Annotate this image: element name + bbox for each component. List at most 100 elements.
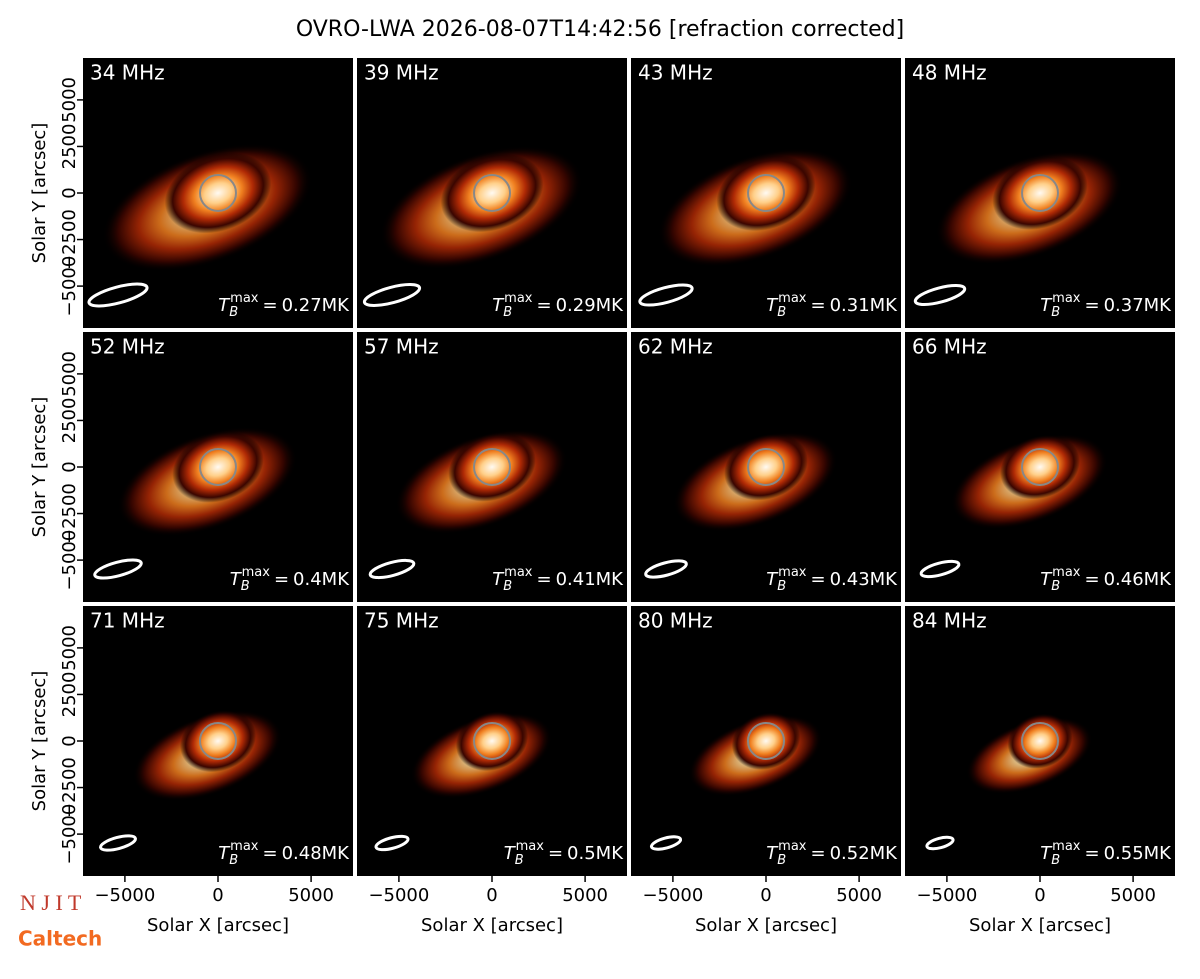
tb-symbol: T [492,569,505,590]
solar-disk [747,174,785,212]
tb-max-label: TBmax = 0.5MK [504,839,625,868]
tb-value: 0.46MK [1104,569,1173,590]
y-tick-label: 0 [59,735,80,746]
beam [919,559,961,579]
panel: 48 MHz TBmax = 0.37MK [905,58,1175,328]
tb-max-label: TBmax = 0.41MK [492,565,624,594]
frequency-label: 57 MHz [364,335,439,359]
y-tick-label: 5000 [59,625,80,671]
tb-superscript: max [778,839,807,854]
y-tick-label: 5000 [59,351,80,397]
tb-value: 0.52MK [830,843,899,864]
tb-max-label: TBmax = 0.46MK [1040,565,1172,594]
beam [913,283,967,307]
solar-disk [747,722,785,760]
tb-symbol: T [218,295,231,316]
panel: 62 MHz TBmax = 0.43MK [631,332,901,602]
title: OVRO-LWA 2026-08-07T14:42:56 [refraction… [296,17,904,42]
tb-value: 0.27MK [282,295,351,316]
tb-subscript: B [503,579,512,594]
beam [374,834,410,852]
x-tick-label: 5000 [836,885,882,906]
tb-equals: = [1084,569,1099,590]
tb-symbol: T [1040,569,1053,590]
tb-symbol: T [766,295,779,316]
y-tick-label: 2500 [59,398,80,444]
tb-superscript: max [230,291,259,306]
tb-subscript: B [229,305,238,320]
solar-disk [199,722,237,760]
y-axis-label: Solar Y [arcsec] [29,671,50,812]
x-axis-label: Solar X [arcsec] [421,915,563,936]
emission-core [724,433,808,501]
tb-equals: = [536,569,551,590]
tb-symbol: T [230,569,243,590]
solar-disk [1021,722,1059,760]
beam [649,835,683,851]
solar-disk [473,174,511,212]
y-tick-label: −5000 [59,530,80,591]
tb-max-label: TBmax = 0.4MK [230,565,351,594]
emission-core [164,152,272,234]
panel: 34 MHz TBmax = 0.27MK [83,58,353,328]
frequency-label: 39 MHz [364,61,439,85]
frequency-label: 66 MHz [912,335,987,359]
logo: N J I T [20,890,82,915]
solar-disk [199,448,237,486]
y-tick-label: 0 [59,187,80,198]
emission-core [172,431,264,503]
tb-equals: = [262,295,277,316]
y-axis-label: Solar Y [arcsec] [29,397,50,538]
beam [925,835,955,851]
solar-disk [473,448,511,486]
tb-subscript: B [241,579,250,594]
tb-value: 0.43MK [830,569,899,590]
tb-subscript: B [777,853,786,868]
tb-value: 0.31MK [830,295,899,316]
x-tick-label: 5000 [288,885,334,906]
tb-symbol: T [1040,843,1053,864]
tb-value: 0.37MK [1104,295,1173,316]
tb-subscript: B [777,579,786,594]
panel: 80 MHz TBmax = 0.52MK [631,606,901,876]
frequency-label: 52 MHz [90,335,165,359]
tb-max-label: TBmax = 0.27MK [218,291,350,320]
tb-superscript: max [504,565,533,580]
tb-superscript: max [242,565,271,580]
tb-subscript: B [503,305,512,320]
beam [644,559,688,579]
tb-equals: = [262,843,277,864]
tb-superscript: max [778,291,807,306]
y-tick-label: −2500 [59,757,80,818]
frequency-label: 71 MHz [90,609,165,633]
frequency-label: 48 MHz [912,61,987,85]
emission-core [448,432,536,502]
tb-superscript: max [516,839,545,854]
emission-core [1000,434,1080,500]
beam [638,283,694,307]
tb-max-label: TBmax = 0.31MK [766,291,898,320]
frequency-label: 84 MHz [912,609,987,633]
x-tick-label: 0 [212,885,223,906]
frequency-label: 43 MHz [638,61,713,85]
beam [87,282,149,308]
tb-subscript: B [777,305,786,320]
x-tick-label: 5000 [1110,885,1156,906]
tb-subscript: B [1051,305,1060,320]
tb-equals: = [1084,843,1099,864]
x-tick-label: −5000 [94,885,155,906]
tb-superscript: max [230,839,259,854]
solar-disk [747,448,785,486]
tb-value: 0.5MK [567,843,624,864]
emission-core [455,710,529,772]
beam [362,283,422,307]
panel: 71 MHz TBmax = 0.48MK [83,606,353,876]
tb-max-label: TBmax = 0.43MK [766,565,898,594]
panel: 43 MHz TBmax = 0.31MK [631,58,901,328]
tb-symbol: T [504,843,517,864]
beam [93,558,143,580]
emission-core [1007,713,1073,769]
tb-superscript: max [778,565,807,580]
x-tick-label: 0 [1034,885,1045,906]
